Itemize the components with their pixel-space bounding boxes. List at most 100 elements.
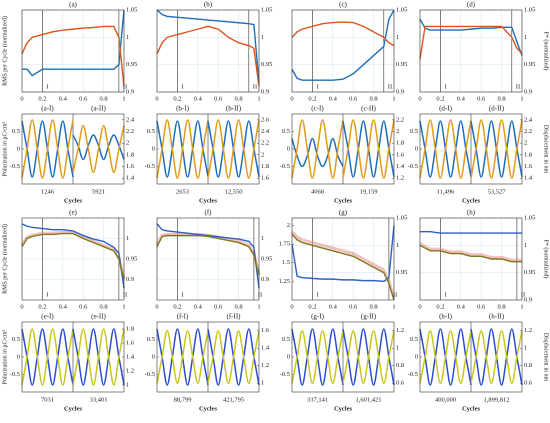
- y2-tick-label: 0.6: [524, 380, 533, 387]
- x-tick-label: 0: [20, 303, 23, 310]
- y2-tick-label: 1.4: [261, 345, 270, 352]
- data-line: [470, 119, 523, 179]
- panel-title: (b): [204, 1, 213, 9]
- window-title: (d-II): [489, 105, 505, 113]
- y-tick-label: 1.75: [279, 241, 290, 248]
- cycle-label: 4068: [311, 188, 324, 195]
- x-tick-label: 0.4: [194, 303, 203, 310]
- x-tick-label: 0.6: [477, 303, 486, 310]
- x-tick-label: 0.8: [498, 95, 506, 102]
- x-tick-label: 0.2: [308, 95, 316, 102]
- x-tick-label: 0.2: [436, 303, 444, 310]
- y2-tick-label: 1.6: [261, 327, 270, 334]
- marker-label: II: [393, 291, 397, 298]
- x-tick-label: 0.4: [457, 95, 466, 102]
- y2-tick-label: 1.8: [396, 140, 404, 147]
- window-title: (g-II): [361, 313, 377, 321]
- y2-tick-label: 2.4: [126, 116, 135, 123]
- plot-background: [157, 10, 259, 92]
- y-tick-label: 1.25: [279, 278, 290, 285]
- x-tick-label: 1: [122, 303, 125, 310]
- data-line: [470, 329, 523, 385]
- y2-tick-label: 1: [396, 34, 399, 41]
- panel-title: (f): [205, 209, 213, 217]
- marker-label: II: [253, 83, 257, 90]
- y-tick-label: 0: [415, 145, 418, 152]
- y2-tick-label: 1: [126, 381, 129, 388]
- y-tick-label: -0.5: [408, 163, 418, 170]
- y2-tick-label: 1.4: [396, 163, 405, 170]
- data-line: [207, 119, 260, 179]
- y2-tick-label: 0.9: [524, 296, 532, 303]
- window-title: (f-II): [227, 313, 242, 321]
- y2-tick-label: 2.4: [261, 128, 270, 135]
- y2-tick-label: 0.95: [396, 269, 407, 276]
- marker-label: II: [521, 291, 525, 298]
- y-tick-label: 0.5: [282, 128, 290, 135]
- data-line: [342, 329, 395, 385]
- x-tick-label: 0.8: [370, 303, 378, 310]
- data-line: [21, 328, 74, 386]
- plot-background: [420, 10, 522, 92]
- y2-tick-label: 2: [396, 128, 399, 135]
- x-tick-label: 1: [520, 95, 523, 102]
- plot-frame: [156, 9, 260, 93]
- window-title: (c-II): [361, 105, 376, 113]
- y2-tick-label: 1.4: [126, 175, 135, 182]
- data-line: [291, 137, 344, 168]
- y2-tick-label: 0.95: [524, 269, 535, 276]
- y2-tick-label: 1.05: [524, 6, 535, 13]
- plot-frame: [291, 9, 395, 93]
- x-tick-label: 0.8: [370, 95, 378, 102]
- plot-background: [22, 10, 124, 92]
- plot-frame: [291, 321, 395, 393]
- plot-frame: [419, 9, 523, 93]
- x-tick-label: 0.2: [308, 303, 316, 310]
- y-tick-label: -0.5: [145, 163, 155, 170]
- y2-tick-label: 1.2: [524, 327, 532, 334]
- data-line: [20, 230, 126, 279]
- cycle-label: 19,159: [360, 188, 378, 195]
- x-tick-label: 0.6: [477, 95, 486, 102]
- cycle-label: 7031: [41, 396, 54, 403]
- y2-tick-label: 0.9: [261, 88, 269, 95]
- window-title: (h-I): [439, 313, 452, 321]
- marker-label: I: [444, 291, 446, 298]
- marker-label: II: [123, 291, 127, 298]
- data-line: [21, 25, 125, 87]
- y2-tick-label: 0.95: [524, 61, 535, 68]
- y2-tick-label: 0.95: [261, 61, 272, 68]
- y2-tick-label: 1.2: [396, 175, 404, 182]
- x-axis-label: Cycles: [64, 197, 83, 204]
- marker-label: II: [258, 291, 262, 298]
- x-tick-label: 0.4: [329, 303, 338, 310]
- y2-axis-label: Displacement in nm: [543, 333, 549, 382]
- x-tick-label: 0.6: [214, 303, 223, 310]
- x-tick-label: 0.6: [79, 303, 88, 310]
- data-line: [21, 223, 125, 289]
- data-line: [420, 230, 522, 234]
- window-title: (a-I): [41, 105, 54, 113]
- data-line: [291, 119, 344, 179]
- y2-axis-label: F* (normalized): [543, 32, 550, 71]
- y2-tick-label: 0.95: [126, 61, 137, 68]
- data-line: [156, 25, 260, 87]
- plot-frame: [21, 9, 125, 93]
- cycle-label: 53,527: [488, 188, 507, 195]
- y2-tick-label: 2.2: [524, 128, 532, 135]
- cycle-label: 1,601,421: [356, 396, 382, 403]
- y2-tick-label: 2.2: [261, 140, 269, 147]
- plot-frame: [156, 217, 260, 301]
- y-tick-label: 0: [17, 145, 20, 152]
- y2-tick-label: 2.6: [261, 116, 270, 123]
- y-tick-label: -0.5: [280, 371, 290, 378]
- data-line: [291, 9, 395, 81]
- y2-tick-label: 1.6: [396, 151, 405, 158]
- y2-tick-label: 0.9: [261, 276, 269, 283]
- window-title: (g-I): [311, 313, 324, 321]
- data-line: [419, 329, 472, 385]
- x-tick-label: 0.6: [214, 95, 223, 102]
- y2-tick-label: 1: [524, 345, 527, 352]
- marker-label: I: [46, 291, 48, 298]
- x-tick-label: 1: [392, 303, 395, 310]
